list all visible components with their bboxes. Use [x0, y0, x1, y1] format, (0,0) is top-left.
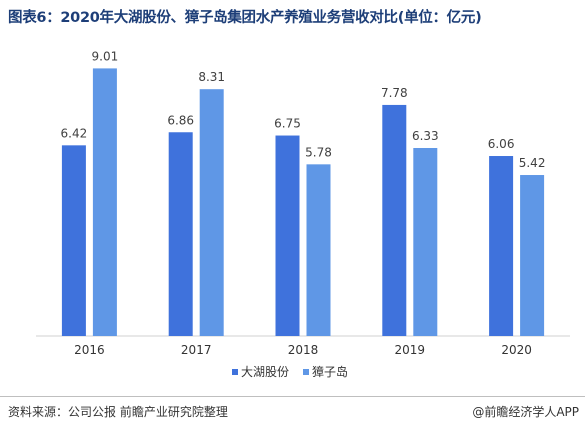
value-label-2018-series2: 5.78: [305, 145, 332, 159]
value-label-2020-series1: 6.06: [488, 137, 515, 151]
chart-title: 图表6：2020年大湖股份、獐子岛集团水产养殖业务营收对比(单位：亿元): [8, 10, 482, 26]
bar-2018-series1: [275, 135, 300, 336]
legend-label-series1: 大湖股份: [241, 364, 289, 379]
value-label-2018-series1: 6.75: [274, 117, 301, 131]
bar-chart: 6.42 9.01 6.86 8.31 6.75 5.78 7.78 6.33 6.06 5.42…: [36, 49, 570, 379]
source-note: 资料来源：公司公报 前瞻产业研究院整理: [8, 405, 228, 419]
bar-2017-series1: [168, 132, 193, 336]
value-label-2019-series2: 6.33: [412, 129, 439, 143]
bars-group: [61, 68, 545, 337]
legend-swatch-series2: [303, 369, 309, 375]
x-tick-labels-group: 2016 2017 2018 2019 2020: [74, 343, 532, 357]
value-label-2019-series1: 7.78: [381, 86, 408, 100]
bar-2016-series1: [61, 145, 86, 336]
legend-label-series2: 獐子岛: [312, 364, 348, 379]
brand-text: @前瞻经济学人APP: [472, 405, 579, 419]
value-labels-group: 6.42 9.01 6.86 8.31 6.75 5.78 7.78 6.33 6.06 5.42: [61, 49, 546, 170]
x-tick-label-2017: 2017: [181, 343, 212, 357]
bar-2017-series2: [199, 89, 224, 337]
value-label-2017-series2: 8.31: [198, 70, 225, 84]
brand-credit: @前瞻经济学人APP: [472, 403, 579, 420]
bar-2019-series1: [382, 104, 407, 337]
value-label-2016-series2: 9.01: [92, 49, 119, 63]
bar-2020-series2: [520, 175, 545, 336]
x-tick-label-2016: 2016: [74, 343, 105, 357]
footer-divider: [0, 396, 585, 397]
value-label-2016-series1: 6.42: [61, 126, 88, 140]
value-label-2020-series2: 5.42: [519, 156, 546, 170]
value-label-2017-series1: 6.86: [167, 113, 194, 127]
x-tick-label-2018: 2018: [288, 343, 319, 357]
x-tick-label-2019: 2019: [395, 343, 426, 357]
legend: 大湖股份 獐子岛: [232, 364, 348, 379]
bar-2019-series2: [413, 147, 438, 336]
bar-2016-series2: [92, 68, 117, 336]
legend-swatch-series1: [232, 369, 238, 375]
bar-2020-series1: [489, 156, 514, 336]
x-tick-label-2020: 2020: [501, 343, 532, 357]
bar-2018-series2: [306, 164, 331, 336]
